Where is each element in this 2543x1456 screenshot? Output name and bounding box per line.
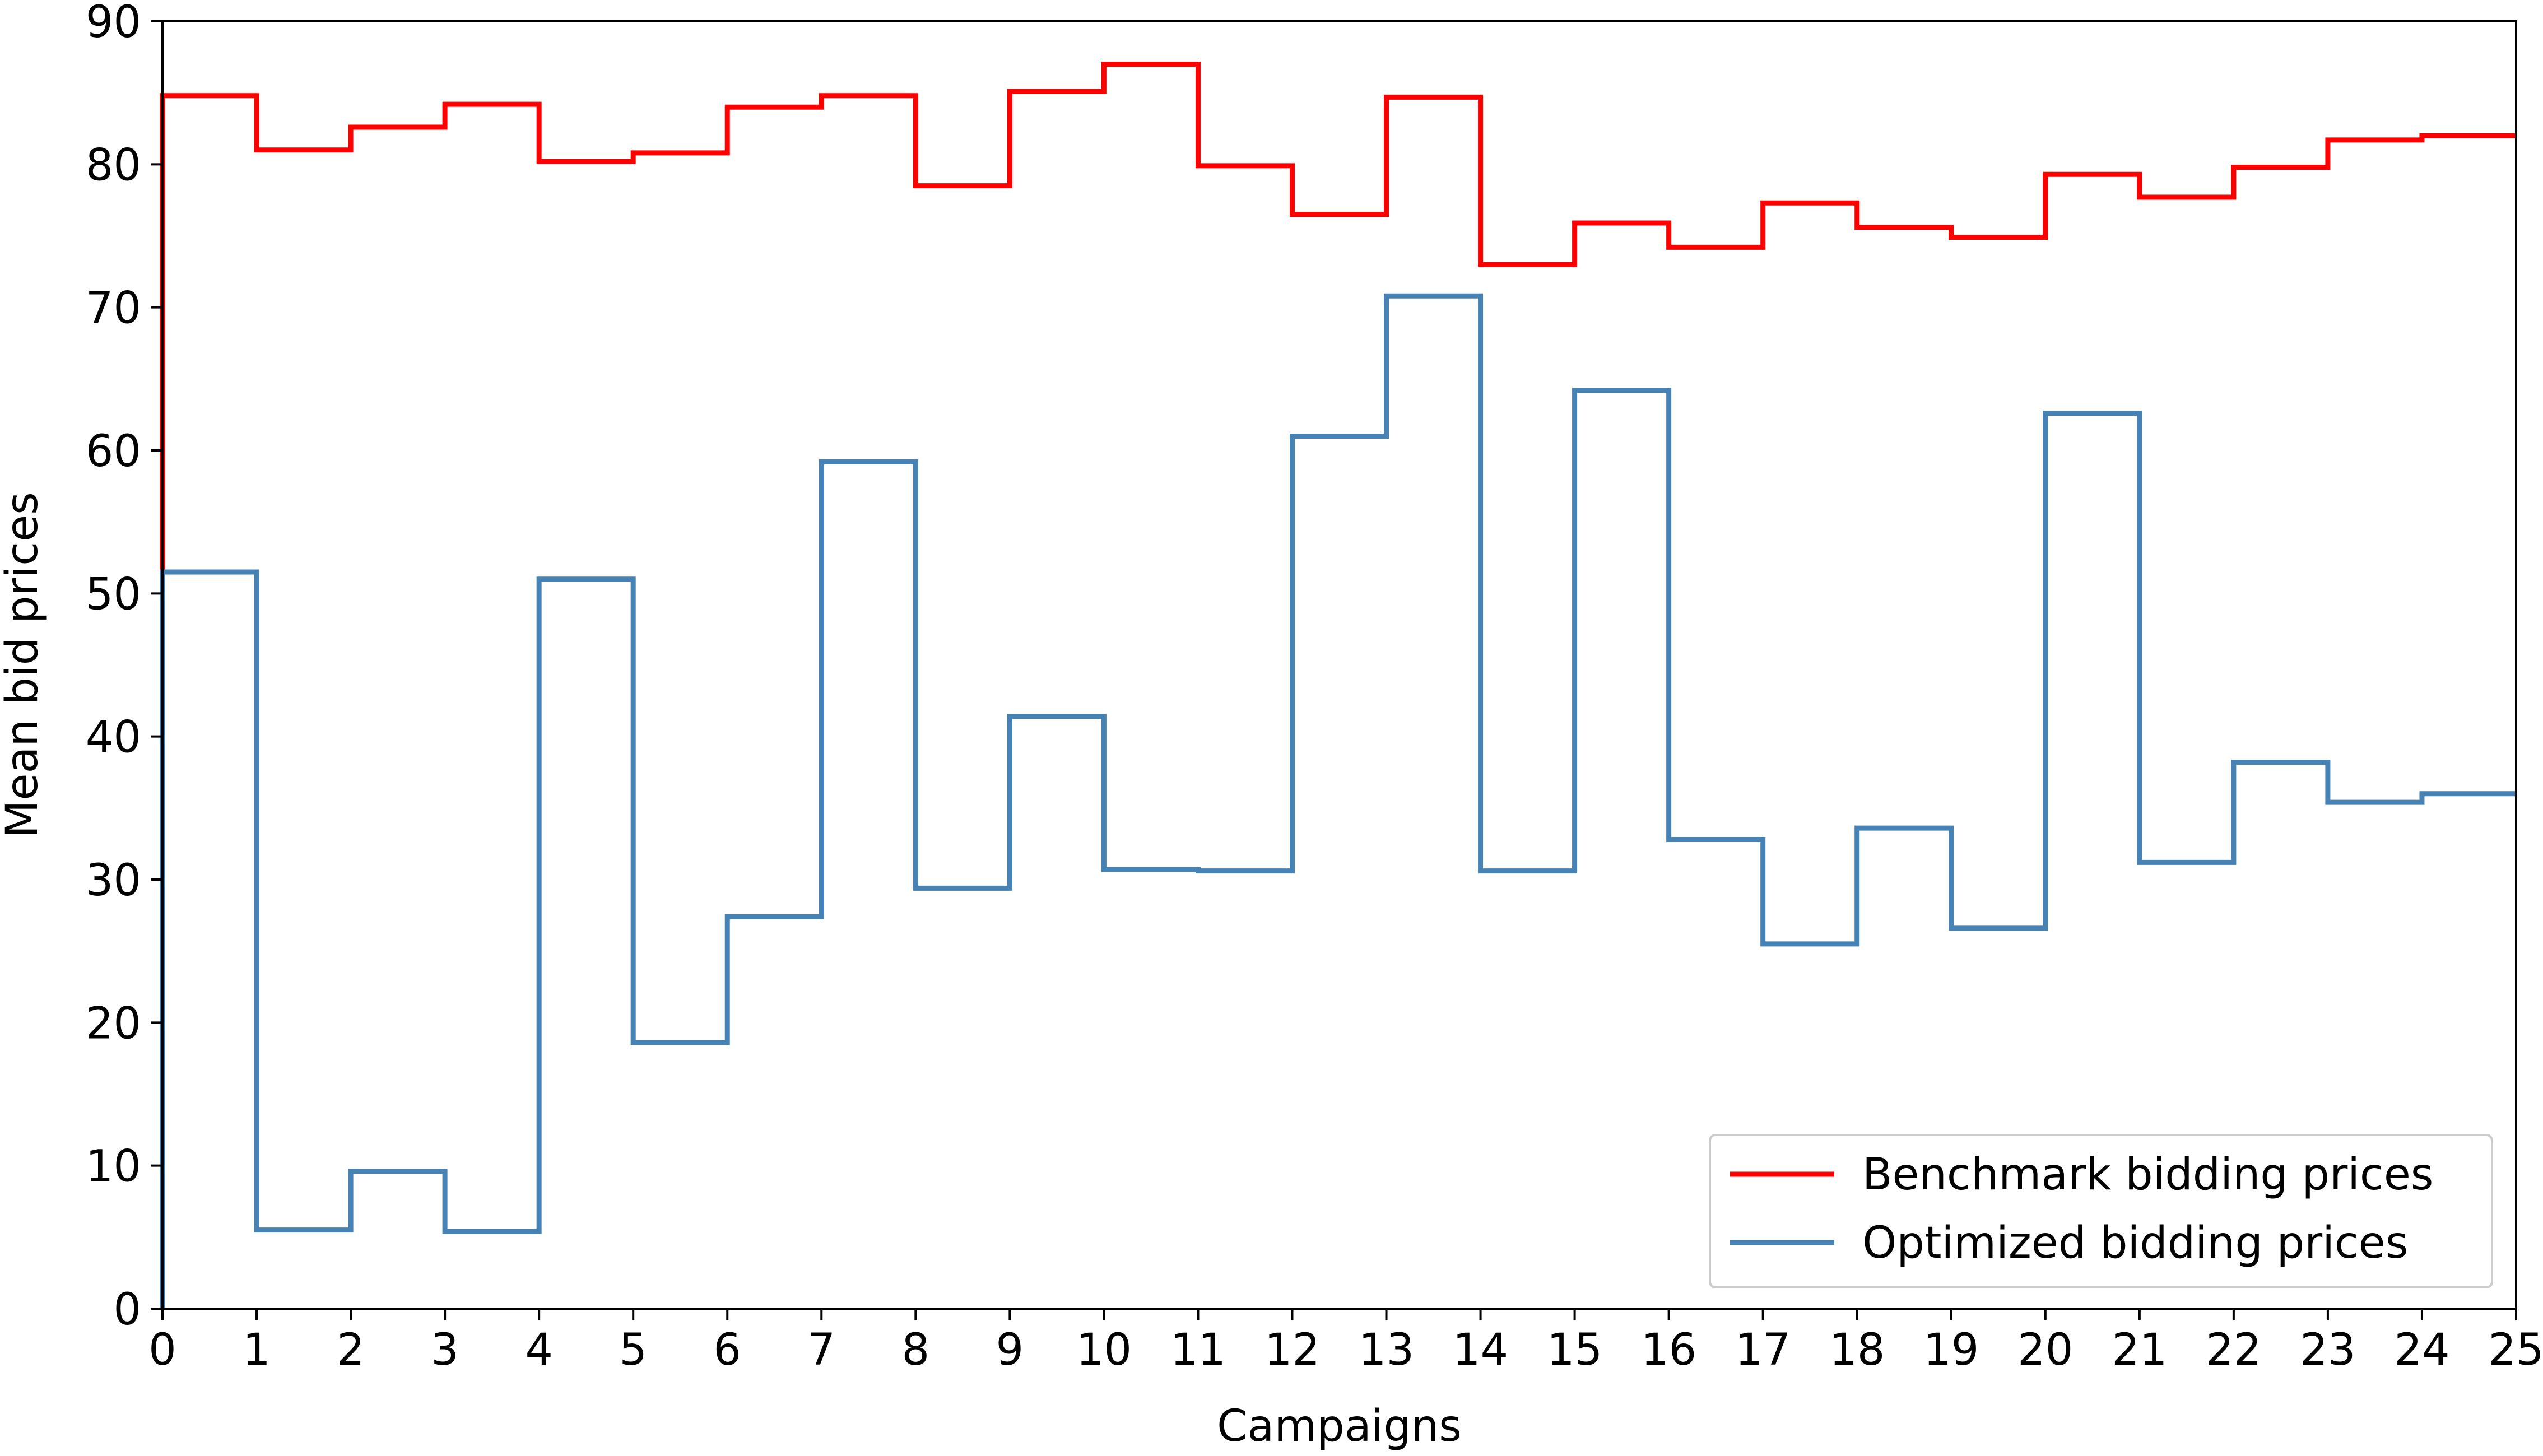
x-axis-label: Campaigns bbox=[1217, 1401, 1462, 1452]
x-tick-label: 24 bbox=[2394, 1325, 2449, 1375]
x-tick-label: 22 bbox=[2206, 1325, 2261, 1375]
legend-box bbox=[1709, 1134, 2493, 1288]
x-tick-label: 23 bbox=[2300, 1325, 2355, 1375]
x-tick-label: 5 bbox=[619, 1325, 647, 1375]
y-tick-label: 10 bbox=[86, 1142, 141, 1192]
x-tick-label: 8 bbox=[901, 1325, 929, 1375]
series-line-2 bbox=[160, 293, 2516, 1309]
legend-label: Benchmark bidding prices bbox=[1862, 1150, 2433, 1200]
y-tick-label: 80 bbox=[86, 140, 141, 190]
y-ticks-group: 0 10 20 30 40 50 60 70 80 90 bbox=[86, 0, 162, 1335]
y-tick-label: 70 bbox=[86, 283, 141, 334]
x-tick-label: 25 bbox=[2488, 1325, 2543, 1375]
y-axis-label: Mean bid prices bbox=[0, 492, 48, 838]
x-tick-label: 0 bbox=[148, 1325, 176, 1375]
axes-group bbox=[161, 20, 2517, 1310]
x-tick-label: 20 bbox=[2017, 1325, 2073, 1375]
legend: Benchmark bidding prices Optimized biddin… bbox=[1709, 1134, 2493, 1288]
x-ticks-group: 0 1 2 3 4 5 6 7 8 9 10 11 12 13 14 15 16 17 18 19 20 21 22 23 24… bbox=[148, 1309, 2543, 1375]
plot-frame bbox=[161, 20, 2517, 1310]
x-tick-label: 14 bbox=[1453, 1325, 1508, 1375]
x-tick-label: 15 bbox=[1547, 1325, 1602, 1375]
x-tick-label: 1 bbox=[243, 1325, 271, 1375]
x-tick-label: 13 bbox=[1359, 1325, 1414, 1375]
series-line-1 bbox=[160, 62, 2516, 1309]
x-tick-label: 3 bbox=[431, 1325, 459, 1375]
series-group bbox=[160, 62, 2516, 1309]
x-tick-label: 10 bbox=[1076, 1325, 1132, 1375]
x-tick-label: 19 bbox=[1923, 1325, 1979, 1375]
x-tick-label: 17 bbox=[1735, 1325, 1791, 1375]
x-tick-label: 12 bbox=[1264, 1325, 1320, 1375]
y-tick-label: 0 bbox=[113, 1285, 141, 1335]
x-tick-label: 16 bbox=[1641, 1325, 1696, 1375]
y-tick-label: 90 bbox=[86, 0, 141, 48]
x-tick-label: 18 bbox=[1829, 1325, 1885, 1375]
x-tick-label: 7 bbox=[807, 1325, 835, 1375]
x-tick-label: 2 bbox=[337, 1325, 365, 1375]
y-tick-label: 40 bbox=[86, 713, 141, 763]
y-tick-label: 50 bbox=[86, 569, 141, 620]
y-tick-label: 30 bbox=[86, 855, 141, 906]
x-tick-label: 21 bbox=[2112, 1325, 2167, 1375]
y-tick-label: 20 bbox=[86, 998, 141, 1049]
y-tick-label: 60 bbox=[86, 426, 141, 477]
x-tick-label: 9 bbox=[996, 1325, 1024, 1375]
x-tick-label: 11 bbox=[1170, 1325, 1226, 1375]
legend-label: Optimized bidding prices bbox=[1862, 1218, 2408, 1268]
x-tick-label: 6 bbox=[713, 1325, 741, 1375]
x-tick-label: 4 bbox=[525, 1325, 553, 1375]
